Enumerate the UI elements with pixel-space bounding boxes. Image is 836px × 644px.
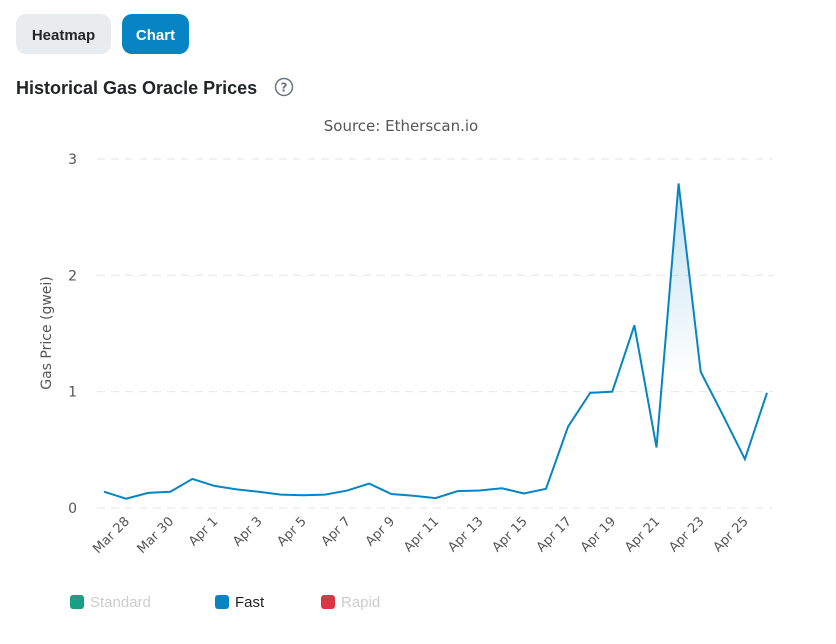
x-tick-label: Apr 15 bbox=[490, 514, 531, 555]
series-line bbox=[103, 183, 768, 500]
x-tick-label: Apr 7 bbox=[319, 514, 354, 549]
x-tick-label: Apr 21 bbox=[622, 514, 663, 555]
y-tick-label: 3 bbox=[68, 152, 77, 168]
help-icon[interactable] bbox=[274, 77, 294, 97]
x-tick-label: Apr 17 bbox=[534, 514, 575, 555]
x-tick-label: Apr 5 bbox=[274, 514, 309, 549]
legend-swatch[interactable] bbox=[70, 595, 84, 609]
legend-swatch[interactable] bbox=[215, 595, 229, 609]
x-tick-label: Apr 3 bbox=[230, 514, 265, 549]
x-tick-label: Apr 9 bbox=[363, 514, 398, 549]
x-tick-label: Apr 19 bbox=[578, 514, 619, 555]
x-tick-label: Apr 25 bbox=[711, 514, 752, 555]
x-tick-label: Mar 28 bbox=[90, 514, 133, 557]
x-tick-label: Apr 23 bbox=[666, 514, 707, 555]
x-tick-label: Mar 30 bbox=[135, 514, 178, 557]
heatmap-tab-label[interactable]: Heatmap bbox=[32, 27, 95, 44]
legend-label[interactable]: Rapid bbox=[341, 594, 380, 611]
y-axis-label: Gas Price (gwei) bbox=[39, 276, 55, 390]
chart-tab[interactable] bbox=[122, 14, 189, 54]
legend-label[interactable]: Standard bbox=[90, 594, 151, 611]
help-icon-glyph: ? bbox=[281, 81, 288, 95]
legend-label[interactable]: Fast bbox=[235, 594, 265, 611]
x-tick-label: Apr 13 bbox=[445, 514, 486, 555]
y-tick-label: 1 bbox=[68, 385, 77, 401]
page-title: Historical Gas Oracle Prices bbox=[16, 78, 257, 98]
y-tick-label: 2 bbox=[68, 268, 77, 284]
legend-swatch[interactable] bbox=[321, 595, 335, 609]
x-tick-label: Apr 11 bbox=[401, 514, 442, 555]
y-tick-label: 0 bbox=[68, 501, 77, 517]
x-tick-label: Apr 1 bbox=[186, 514, 221, 549]
chart-subtitle: Source: Etherscan.io bbox=[324, 117, 478, 135]
heatmap-tab[interactable] bbox=[16, 14, 111, 54]
chart-tab-label[interactable]: Chart bbox=[136, 27, 175, 44]
area bbox=[104, 183, 767, 508]
